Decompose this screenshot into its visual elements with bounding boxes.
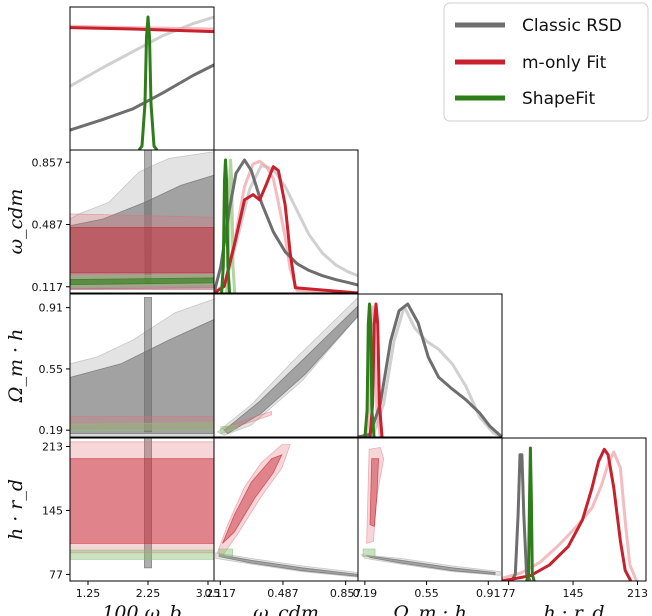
legend-label-classic-rsd: Classic RSD [522, 16, 622, 36]
contour-m-only-fit-inner [222, 454, 283, 544]
contour-m-only-fit-outer [70, 416, 214, 429]
curve-classic-rsd-light [358, 305, 502, 437]
x-axis-label-cdm: ω_cdm [253, 602, 319, 616]
y-axis-label-cdm: ω_cdm [5, 189, 27, 255]
x-axis-label-h-r-d: h · r_d [543, 602, 604, 616]
curve-shapefit [220, 158, 232, 293]
x-tick-label: 145 [563, 587, 584, 600]
y-tick-label: 213 [42, 440, 63, 453]
contour-m-only-fit-inner [369, 458, 380, 527]
joint-panel-m-h-vs-h-r-d [360, 446, 501, 576]
contour-classic-rsd-inner [143, 296, 153, 433]
y-tick-label: 0.487 [32, 219, 64, 232]
y-tick-label: 145 [42, 504, 63, 517]
joint-panel-cdm-vs-m-h [216, 296, 358, 436]
contour-shapefit-inner [70, 277, 214, 286]
x-tick-label: 3.25 [196, 587, 221, 600]
y-tick-label: 0.19 [39, 424, 64, 437]
curve-shapefit [363, 302, 376, 437]
marginal-panel-100-b [70, 15, 214, 150]
y-tick-label: 0.857 [32, 156, 64, 169]
marginal-panel-m-h [358, 302, 502, 437]
curve-shapefit [137, 15, 159, 150]
curve-classic-rsd-light [214, 163, 358, 293]
y-tick-label: 0.91 [39, 302, 64, 315]
contour-m-only-fit-outer [366, 446, 385, 544]
curve-classic-rsd [510, 453, 532, 581]
y-axis-label-h-r-d: h · r_d [5, 479, 27, 540]
legend: Classic RSD m-only Fit ShapeFit [443, 2, 649, 122]
marginal-panel-h-r-d [502, 446, 638, 581]
x-axis-label-m-h: Ω_m · h [392, 602, 467, 616]
contour-shapefit-outer [70, 422, 214, 432]
curve-m-only-fit [214, 165, 358, 293]
legend-box [443, 2, 649, 122]
contour-classic-rsd-inner [366, 555, 496, 575]
panel-frame [501, 437, 647, 582]
y-tick-label: 0.117 [32, 281, 64, 294]
joint-panel-100-b-vs-h-r-d [70, 438, 214, 569]
contour-shapefit-outer [220, 424, 239, 435]
curve-classic-rsd-light [70, 15, 214, 88]
curve-classic-rsd [70, 63, 214, 132]
contour-shapefit-outer [70, 549, 214, 560]
contour-classic-rsd-inner [218, 554, 358, 577]
curve-shapefit [525, 446, 536, 581]
contour-classic-rsd-inner [143, 438, 153, 569]
contour-classic-rsd-outer [216, 296, 358, 436]
contour-m-only-fit-outer [70, 441, 214, 554]
contour-shapefit-outer [218, 548, 234, 557]
curve-m-only-fit [502, 447, 633, 581]
joint-panel-cdm-vs-h-r-d [215, 444, 358, 578]
curve-classic-rsd [358, 302, 502, 437]
y-tick-label: 0.55 [39, 363, 64, 376]
legend-label-shapefit: ShapeFit [522, 89, 595, 109]
x-tick-label: 0.857 [330, 587, 362, 600]
x-tick-label: 0.19 [353, 587, 378, 600]
curve-m-only-fit-light [502, 450, 638, 581]
plot-layer: 1.25 2.25 3.250.1170.1170.4870.4870.8570.8… [5, 6, 648, 616]
legend-label-m-only-fit: m-only Fit [522, 53, 607, 73]
panel-frame [357, 293, 503, 438]
contour-classic-rsd-inner [70, 319, 214, 435]
marginal-panel-cdm [214, 158, 358, 293]
y-tick-label: 77 [49, 568, 63, 581]
x-tick-label: 213 [627, 587, 648, 600]
contour-classic-rsd-inner [223, 305, 358, 435]
contour-m-only-fit-outer [70, 213, 214, 291]
contour-classic-rsd-inner [70, 174, 214, 290]
curve-m-only-fit [70, 26, 214, 34]
contour-shapefit-outer [362, 548, 376, 557]
x-tick-label: 77 [502, 587, 516, 600]
joint-panel-100-b-vs-cdm [70, 150, 214, 291]
x-tick-label: 0.117 [205, 587, 237, 600]
curve-classic-rsd [214, 158, 358, 293]
joint-panel-100-b-vs-m-h [70, 296, 214, 436]
x-tick-label: 0.55 [414, 587, 439, 600]
x-tick-label: 1.25 [76, 587, 101, 600]
x-tick-label: 0.91 [476, 587, 501, 600]
contour-m-only-fit-inner [70, 458, 214, 544]
panel-frame [213, 293, 359, 438]
x-tick-label: 0.487 [267, 587, 299, 600]
x-tick-label: 2.25 [136, 587, 161, 600]
contour-m-only-fit-inner [70, 226, 214, 274]
x-axis-label-100-b: 100 ω_b [102, 602, 181, 616]
panel-frame [213, 149, 359, 294]
y-axis-label-m-h: Ω_m · h [5, 329, 27, 404]
